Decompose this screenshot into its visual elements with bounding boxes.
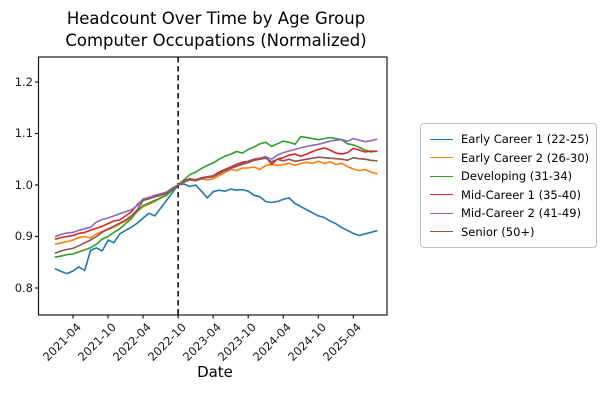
chart-title-line2: Computer Occupations (Normalized) (65, 30, 367, 50)
chart-title-line1: Headcount Over Time by Age Group (66, 9, 366, 28)
series-line (54, 135, 378, 258)
plot-border (37, 56, 388, 316)
legend-item: Mid-Career 1 (35-40) (430, 188, 587, 202)
legend-line-sample (430, 212, 453, 214)
legend-line-sample (430, 138, 453, 140)
legend: Early Career 1 (22-25) Early Career 2 (26… (420, 123, 597, 248)
series-line (54, 156, 378, 254)
legend-label: Senior (50+) (461, 224, 535, 239)
legend-label: Mid-Career 2 (41-49) (461, 206, 582, 221)
legend-label: Early Career 2 (26-30) (461, 150, 590, 165)
y-tick-label: 0.9 (14, 229, 33, 243)
legend-item: Developing (31-34) (430, 169, 587, 183)
legend-item: Early Career 1 (22-25) (430, 132, 590, 146)
legend-item: Senior (50+) (430, 225, 587, 239)
chart-title: Headcount Over Time by Age Group Compute… (0, 8, 432, 52)
series-line (54, 137, 378, 238)
legend-line-sample (430, 157, 453, 159)
legend-label: Early Career 1 (22-25) (461, 132, 590, 146)
legend-item: Mid-Career 2 (41-49) (430, 206, 587, 220)
legend-line-sample (430, 175, 453, 177)
legend-line-sample (430, 194, 453, 196)
y-tick-label: 1.1 (14, 126, 33, 140)
series-line (54, 147, 378, 240)
series-line (54, 160, 378, 245)
series-line (54, 183, 378, 275)
y-tick-label: 1.0 (14, 177, 33, 192)
y-tick-label: 0.8 (14, 280, 33, 295)
legend-line-sample (430, 231, 453, 233)
y-tick-label: 1.2 (14, 74, 33, 89)
legend-item: Early Career 2 (26-30) (430, 150, 590, 165)
legend-label: Developing (31-34) (461, 169, 573, 184)
legend-label: Mid-Career 1 (35-40) (461, 187, 582, 202)
x-axis-label: Date (197, 363, 233, 381)
